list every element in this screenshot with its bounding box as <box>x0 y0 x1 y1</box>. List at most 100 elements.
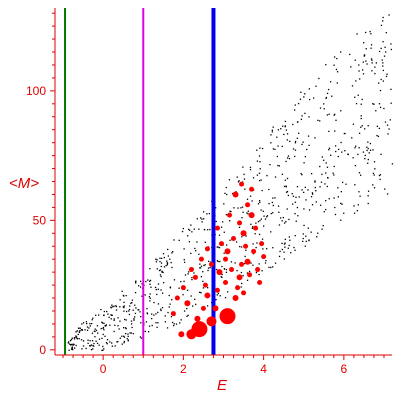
background-point <box>89 340 91 342</box>
background-point <box>233 207 235 209</box>
data-point <box>218 241 224 247</box>
background-point <box>312 97 315 99</box>
background-point <box>161 257 163 260</box>
background-point <box>260 218 262 220</box>
background-point <box>123 301 125 304</box>
background-point <box>325 96 328 99</box>
data-point <box>240 230 247 237</box>
background-point <box>144 294 146 296</box>
data-point <box>216 269 223 276</box>
background-point <box>292 203 294 205</box>
background-point <box>286 177 289 180</box>
background-point <box>382 80 385 82</box>
background-point <box>259 219 261 222</box>
background-point <box>341 181 344 184</box>
background-point <box>303 96 305 98</box>
background-point <box>196 241 198 243</box>
background-point <box>223 203 225 205</box>
background-point <box>187 273 189 275</box>
background-point <box>162 271 164 274</box>
background-point <box>190 224 192 226</box>
background-point <box>171 321 174 324</box>
background-point <box>285 191 288 193</box>
data-point <box>253 225 259 231</box>
background-point <box>246 272 249 274</box>
data-point <box>251 248 257 254</box>
background-point <box>367 162 369 164</box>
background-point <box>234 262 236 264</box>
background-point <box>102 349 104 351</box>
background-point <box>376 134 378 137</box>
background-point <box>81 323 83 325</box>
background-point <box>129 305 131 307</box>
background-point <box>163 256 165 259</box>
background-point <box>156 293 158 296</box>
background-point <box>278 255 281 258</box>
background-point <box>216 260 219 262</box>
data-point <box>223 279 229 285</box>
background-point <box>281 248 283 251</box>
background-point <box>325 208 327 211</box>
background-point <box>262 210 264 212</box>
background-point <box>297 121 299 123</box>
background-point <box>75 331 77 333</box>
background-point <box>193 228 195 230</box>
background-point <box>359 78 361 80</box>
background-point <box>277 164 279 167</box>
background-point <box>130 302 132 304</box>
background-point <box>340 51 342 53</box>
background-point <box>204 264 206 266</box>
background-point <box>333 56 336 58</box>
background-point <box>89 325 91 327</box>
background-point <box>201 221 203 223</box>
background-point <box>258 179 261 182</box>
background-point <box>325 64 327 66</box>
background-point <box>158 269 161 272</box>
background-point <box>225 214 227 216</box>
background-point <box>198 228 200 230</box>
background-point <box>259 201 261 203</box>
background-point <box>356 33 358 35</box>
background-point <box>226 244 228 246</box>
background-point <box>140 337 143 339</box>
background-point <box>270 142 272 144</box>
background-point <box>261 189 263 192</box>
background-point <box>272 266 274 268</box>
background-point <box>131 299 134 301</box>
background-point <box>106 343 108 345</box>
background-point <box>75 344 77 347</box>
background-point <box>365 60 367 62</box>
background-point <box>237 207 239 209</box>
background-point <box>217 260 219 263</box>
background-point <box>146 307 148 310</box>
background-point <box>301 115 303 117</box>
background-point <box>190 295 192 297</box>
background-point <box>389 119 391 121</box>
background-point <box>331 95 333 97</box>
background-point <box>256 242 258 244</box>
background-point <box>373 187 376 189</box>
background-point <box>95 314 97 316</box>
background-point <box>91 332 94 334</box>
background-point <box>386 124 389 126</box>
background-point <box>88 327 90 329</box>
background-point <box>335 68 338 71</box>
background-point <box>340 110 342 112</box>
background-point <box>246 198 249 200</box>
background-point <box>121 335 123 337</box>
data-point <box>241 290 247 296</box>
data-point <box>224 248 231 255</box>
background-point <box>326 114 329 116</box>
background-point <box>347 153 349 156</box>
background-point <box>151 313 153 315</box>
background-point <box>326 185 328 188</box>
data-point <box>180 285 186 291</box>
background-point <box>311 193 314 195</box>
background-point <box>113 318 115 320</box>
background-point <box>70 348 73 350</box>
background-point <box>286 133 289 135</box>
background-point <box>246 212 248 214</box>
background-point <box>292 148 295 150</box>
background-point <box>343 132 346 135</box>
background-point <box>239 245 241 248</box>
